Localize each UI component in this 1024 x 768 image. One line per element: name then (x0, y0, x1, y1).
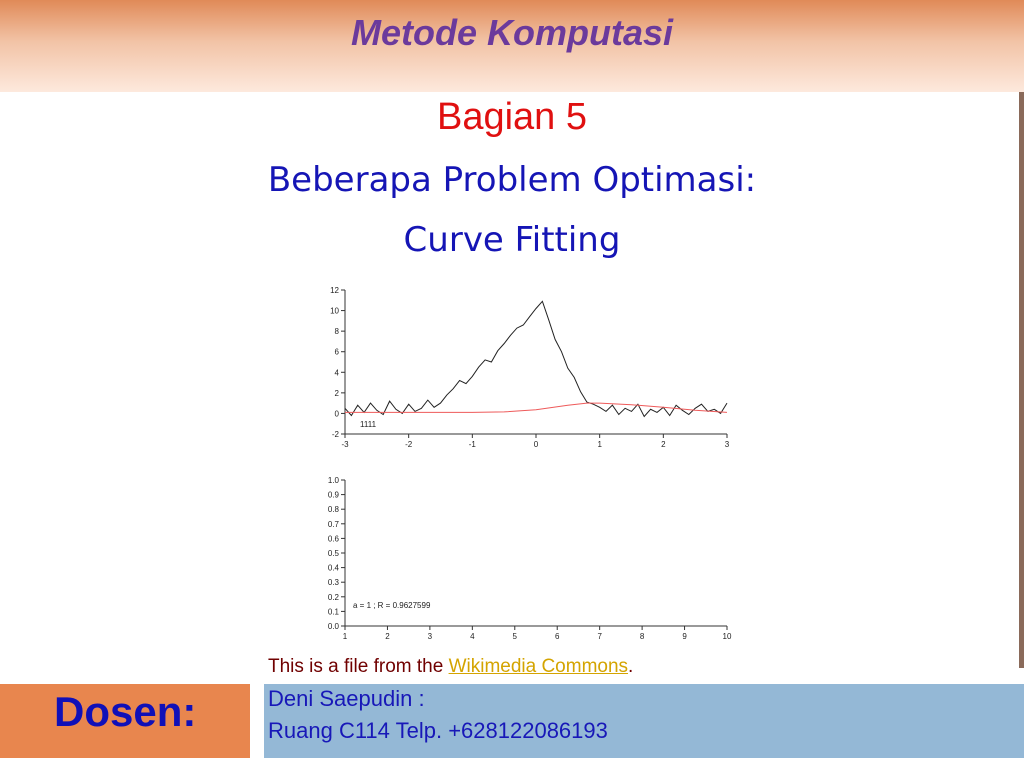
topic-line-2: Curve Fitting (403, 220, 621, 260)
chart-annotation: a = 1 ; R = 0.9627599 (353, 601, 431, 610)
y-tick-label: 0.4 (328, 564, 340, 573)
y-tick-label: 0.7 (328, 520, 340, 529)
y-tick-label: 1.0 (328, 476, 340, 485)
y-tick-label: 0.6 (328, 534, 340, 543)
x-tick-label: 9 (682, 632, 687, 641)
x-tick-label: 6 (555, 632, 560, 641)
slide-right-edge (1019, 92, 1024, 668)
dosen-box (0, 684, 250, 758)
y-tick-label: 0.5 (328, 549, 340, 558)
y-tick-label: 0.0 (328, 622, 340, 631)
chart-annotation: 1111 (360, 420, 377, 429)
series-line-2 (345, 402, 728, 413)
y-tick-label: 12 (330, 286, 339, 295)
x-tick-label: 2 (661, 440, 666, 447)
r-value-plot: 0.0 0.1 0.2 0.3 0.4 0.5 0.6 0.7 0.8 0.9 1.0 1 2 3 4 5 6 7… (328, 476, 732, 641)
credit-line: This is a file from the Wikimedia Common… (268, 656, 633, 678)
wikimedia-commons-link[interactable]: Wikimedia Commons (448, 656, 629, 677)
y-tick-label: 0.2 (328, 593, 340, 602)
x-tick-label: 2 (385, 632, 390, 641)
x-tick-label: -2 (405, 440, 413, 447)
lecturer-name: Deni Saepudin : (268, 686, 425, 711)
lecturer-box (264, 684, 1024, 758)
credit-prefix: This is a file from the (268, 656, 449, 677)
lecturer-room: Ruang C114 Telp. +628122086193 (268, 718, 608, 743)
y-tick-label: 0.3 (328, 578, 340, 587)
credit-suffix: . (628, 656, 634, 677)
x-tick-label: 5 (513, 632, 518, 641)
x-tick-label: -3 (341, 440, 349, 447)
series-line-1 (344, 300, 728, 418)
x-tick-label: 3 (725, 440, 730, 447)
x-tick-label: 4 (470, 632, 475, 641)
y-tick-label: 2 (335, 389, 340, 398)
dosen-label: Dosen: (54, 688, 197, 735)
y-tick-label: 0.9 (328, 491, 340, 500)
y-tick-label: 0 (335, 409, 340, 418)
y-tick-label: 8 (335, 327, 340, 336)
y-tick-label: 0.8 (328, 505, 340, 514)
y-tick-label: 4 (335, 368, 340, 377)
x-tick-label: 1 (343, 632, 348, 641)
y-tick-label: 6 (335, 348, 340, 357)
x-tick-label: 8 (640, 632, 645, 641)
y-tick-label: 10 (330, 307, 339, 316)
x-tick-label: 0 (534, 440, 539, 447)
course-title: Metode Komputasi (350, 12, 673, 53)
x-tick-label: -1 (469, 440, 477, 447)
x-tick-label: 10 (723, 632, 732, 641)
x-tick-label: 1 (597, 440, 602, 447)
chapter-title: Bagian 5 (436, 96, 587, 138)
x-tick-label: 3 (428, 632, 433, 641)
x-tick-label: 7 (597, 632, 602, 641)
header-band (0, 0, 1024, 92)
topic-line-1: Beberapa Problem Optimasi: (267, 160, 757, 200)
y-tick-label: 0.1 (328, 607, 340, 616)
y-tick-label: -2 (332, 430, 340, 439)
